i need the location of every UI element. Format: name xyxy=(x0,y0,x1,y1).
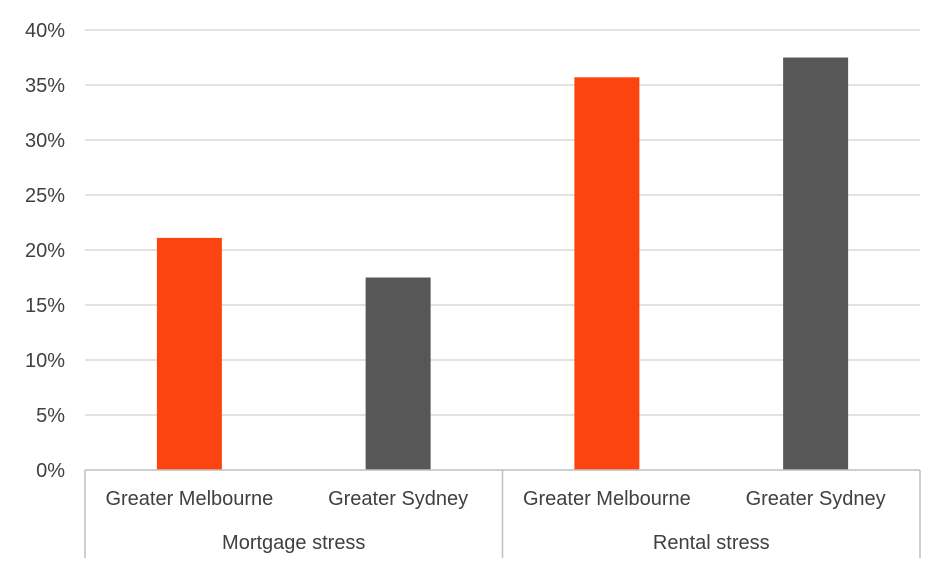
y-tick-label: 35% xyxy=(25,75,65,97)
group-label: Rental stress xyxy=(653,532,770,554)
bars xyxy=(156,57,849,471)
y-tick-label: 5% xyxy=(36,405,65,427)
y-tick-label: 30% xyxy=(25,130,65,152)
y-tick-label: 0% xyxy=(36,460,65,482)
category-label: Greater Sydney xyxy=(746,488,886,510)
category-label: Greater Melbourne xyxy=(105,488,273,510)
y-tick-label: 20% xyxy=(25,240,65,262)
group-label: Mortgage stress xyxy=(222,532,365,554)
group-labels: Mortgage stress Rental stress xyxy=(222,532,770,554)
y-tick-label: 10% xyxy=(25,350,65,372)
category-labels: Greater Melbourne Greater Sydney Greater M… xyxy=(105,488,885,510)
y-tick-label: 25% xyxy=(25,185,65,207)
category-label: Greater Sydney xyxy=(328,488,468,510)
y-tick-label: 15% xyxy=(25,295,65,317)
bar xyxy=(156,237,222,470)
y-axis-tick-labels: 0% 5% 10% 15% 20% 25% 30% 35% 40% xyxy=(25,20,65,482)
bar xyxy=(365,277,431,470)
category-label: Greater Melbourne xyxy=(523,488,691,510)
x-axis xyxy=(84,469,921,558)
y-tick-label: 40% xyxy=(25,20,65,42)
bar xyxy=(783,57,849,470)
gridlines xyxy=(85,29,920,416)
bar xyxy=(574,77,640,471)
